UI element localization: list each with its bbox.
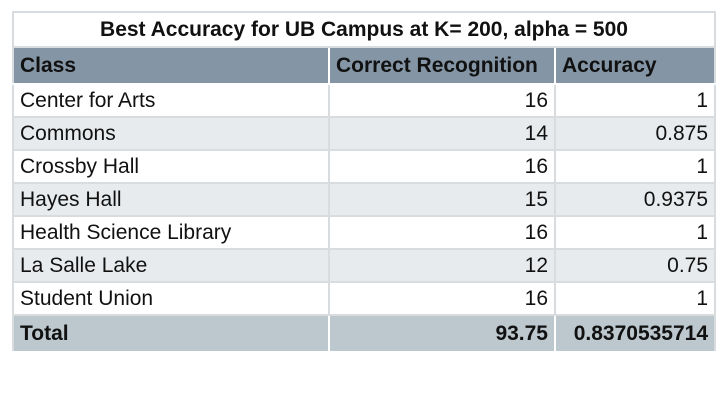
accuracy-cell[interactable]: 1 xyxy=(553,215,717,250)
correct-cell[interactable]: 16 xyxy=(328,83,556,118)
table-row: La Salle Lake 12 0.75 xyxy=(12,248,717,283)
accuracy-cell[interactable]: 0.875 xyxy=(553,116,717,151)
header-row: Class Correct Recognition Accuracy xyxy=(12,46,717,85)
accuracy-cell[interactable]: 1 xyxy=(553,83,717,118)
correct-cell[interactable]: 16 xyxy=(328,215,556,250)
class-cell[interactable]: Student Union xyxy=(12,281,330,316)
table-row: Health Science Library 16 1 xyxy=(12,215,717,250)
correct-cell[interactable]: 15 xyxy=(328,182,556,217)
table-title[interactable]: Best Accuracy for UB Campus at K= 200, a… xyxy=(11,11,717,48)
class-cell[interactable]: Center for Arts xyxy=(12,83,330,118)
table-row: Commons 14 0.875 xyxy=(12,116,717,151)
header-class[interactable]: Class xyxy=(12,46,330,85)
header-accuracy[interactable]: Accuracy xyxy=(553,46,717,85)
table-row: Student Union 16 1 xyxy=(12,281,717,316)
correct-cell[interactable]: 16 xyxy=(328,281,556,316)
total-row: Total 93.75 0.8370535714 xyxy=(12,314,717,353)
accuracy-cell[interactable]: 1 xyxy=(553,281,717,316)
accuracy-cell[interactable]: 0.75 xyxy=(553,248,717,283)
accuracy-table: Best Accuracy for UB Campus at K= 200, a… xyxy=(11,11,717,353)
correct-cell[interactable]: 12 xyxy=(328,248,556,283)
correct-cell[interactable]: 14 xyxy=(328,116,556,151)
correct-cell[interactable]: 16 xyxy=(328,149,556,184)
table-row: Center for Arts 16 1 xyxy=(12,83,717,118)
class-cell[interactable]: Health Science Library xyxy=(12,215,330,250)
total-accuracy-cell[interactable]: 0.8370535714 xyxy=(553,314,717,353)
table-row: Hayes Hall 15 0.9375 xyxy=(12,182,717,217)
class-cell[interactable]: La Salle Lake xyxy=(12,248,330,283)
header-correct-recognition[interactable]: Correct Recognition xyxy=(328,46,556,85)
accuracy-cell[interactable]: 1 xyxy=(553,149,717,184)
accuracy-table-container: Best Accuracy for UB Campus at K= 200, a… xyxy=(11,11,717,353)
accuracy-cell[interactable]: 0.9375 xyxy=(553,182,717,217)
title-row: Best Accuracy for UB Campus at K= 200, a… xyxy=(11,11,717,48)
class-cell[interactable]: Hayes Hall xyxy=(12,182,330,217)
total-label-cell[interactable]: Total xyxy=(12,314,330,353)
class-cell[interactable]: Crossby Hall xyxy=(12,149,330,184)
total-correct-cell[interactable]: 93.75 xyxy=(328,314,556,353)
table-row: Crossby Hall 16 1 xyxy=(12,149,717,184)
class-cell[interactable]: Commons xyxy=(12,116,330,151)
